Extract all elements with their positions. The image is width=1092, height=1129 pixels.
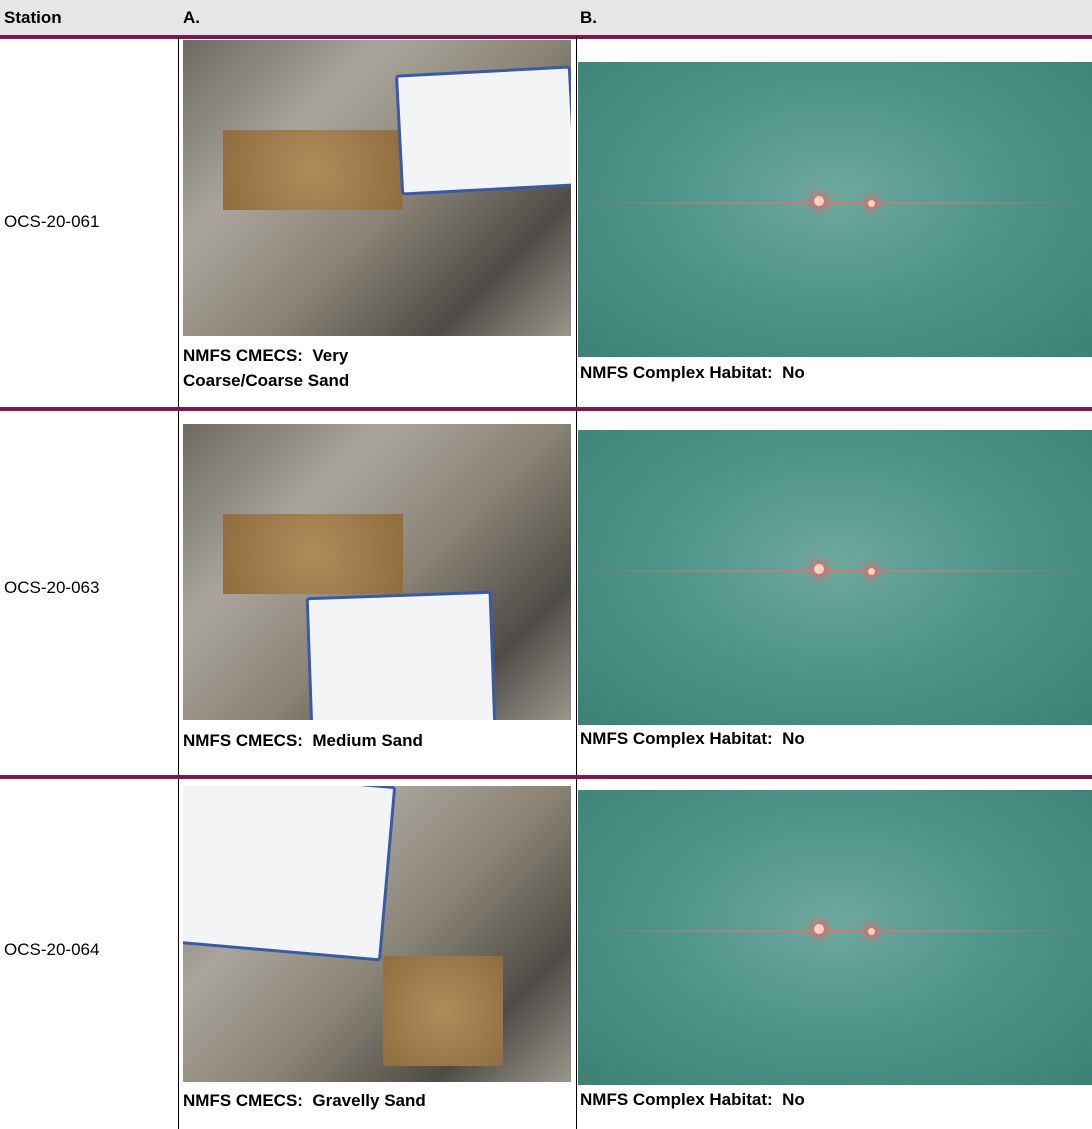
photo-detail (868, 568, 875, 575)
header-station: Station (4, 8, 62, 27)
caption-a: NMFS CMECS: Very Coarse/Coarse Sand (183, 346, 354, 390)
photo (183, 40, 571, 336)
row-rule (0, 775, 1092, 779)
caption-b: NMFS Complex Habitat: No (580, 1090, 805, 1109)
photo (183, 786, 571, 1082)
station: OCS-20-061 (4, 212, 100, 231)
header-a: A. (183, 8, 200, 27)
photo-detail (183, 786, 397, 962)
photo (578, 790, 1092, 1085)
photo-detail (223, 514, 403, 594)
photo-detail (868, 200, 875, 207)
photo-detail (223, 130, 403, 210)
photo-detail (305, 590, 497, 720)
photo-detail (578, 570, 1092, 572)
header-rule (0, 35, 1092, 39)
caption-b: NMFS Complex Habitat: No (580, 729, 805, 748)
header-b: B. (580, 8, 597, 27)
column-line (576, 36, 577, 1129)
photo-detail (868, 928, 875, 935)
photo-detail (578, 202, 1092, 204)
photo (183, 424, 571, 720)
station: OCS-20-064 (4, 940, 100, 959)
station: OCS-20-063 (4, 578, 100, 597)
photo-detail (814, 924, 824, 934)
photo (578, 430, 1092, 725)
row-rule (0, 407, 1092, 411)
caption-b: NMFS Complex Habitat: No (580, 363, 805, 382)
caption-a: NMFS CMECS: Medium Sand (183, 731, 423, 750)
photo-detail (383, 956, 503, 1066)
photo-detail (814, 564, 824, 574)
photo-detail (394, 65, 571, 196)
photo-detail (814, 196, 824, 206)
column-line (178, 36, 179, 1129)
photo (578, 62, 1092, 357)
caption-a: NMFS CMECS: Gravelly Sand (183, 1091, 426, 1110)
photo-detail (578, 930, 1092, 932)
header-row (0, 0, 1092, 36)
